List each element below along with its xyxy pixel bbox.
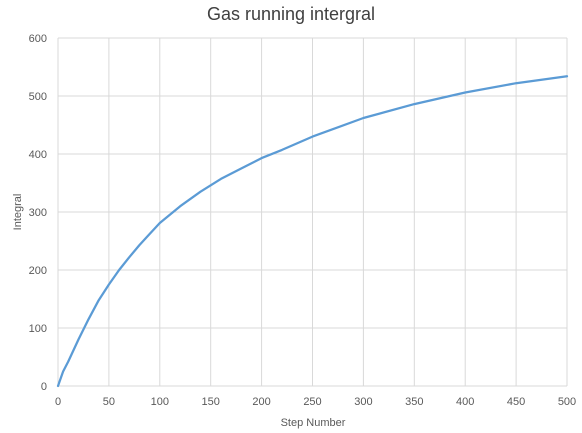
x-tick-label: 350: [405, 396, 423, 408]
x-tick-label: 0: [55, 396, 61, 408]
gridlines: [57, 37, 568, 387]
y-tick-label: 500: [29, 91, 47, 103]
y-tick-label: 0: [41, 381, 47, 393]
y-tick-label: 400: [29, 149, 47, 161]
x-tick-label: 300: [354, 396, 372, 408]
x-tick-label: 100: [151, 396, 169, 408]
x-tick-label: 50: [103, 396, 115, 408]
series-lines: [56, 75, 569, 388]
chart-title: Gas running intergral: [206, 4, 376, 24]
x-axis-title: Step Number: [281, 417, 346, 429]
x-tick-label: 450: [507, 396, 525, 408]
y-tick-label: 300: [29, 207, 47, 219]
x-tick-label: 250: [303, 396, 321, 408]
y-axis-title: Integral: [12, 194, 24, 231]
x-tick-label: 500: [558, 396, 576, 408]
x-tick-label: 150: [202, 396, 220, 408]
y-tick-label: 600: [29, 33, 47, 45]
x-tick-label: 200: [252, 396, 270, 408]
x-axis-ticks: 0 50 100 150 200 250 300 350 400 450 500: [55, 396, 576, 408]
series-line: [56, 75, 569, 388]
x-tick-label: 400: [456, 396, 474, 408]
y-tick-label: 100: [29, 323, 47, 335]
y-axis-ticks: 0 100 200 300 400 500 600: [29, 33, 47, 393]
y-tick-label: 200: [29, 265, 47, 277]
